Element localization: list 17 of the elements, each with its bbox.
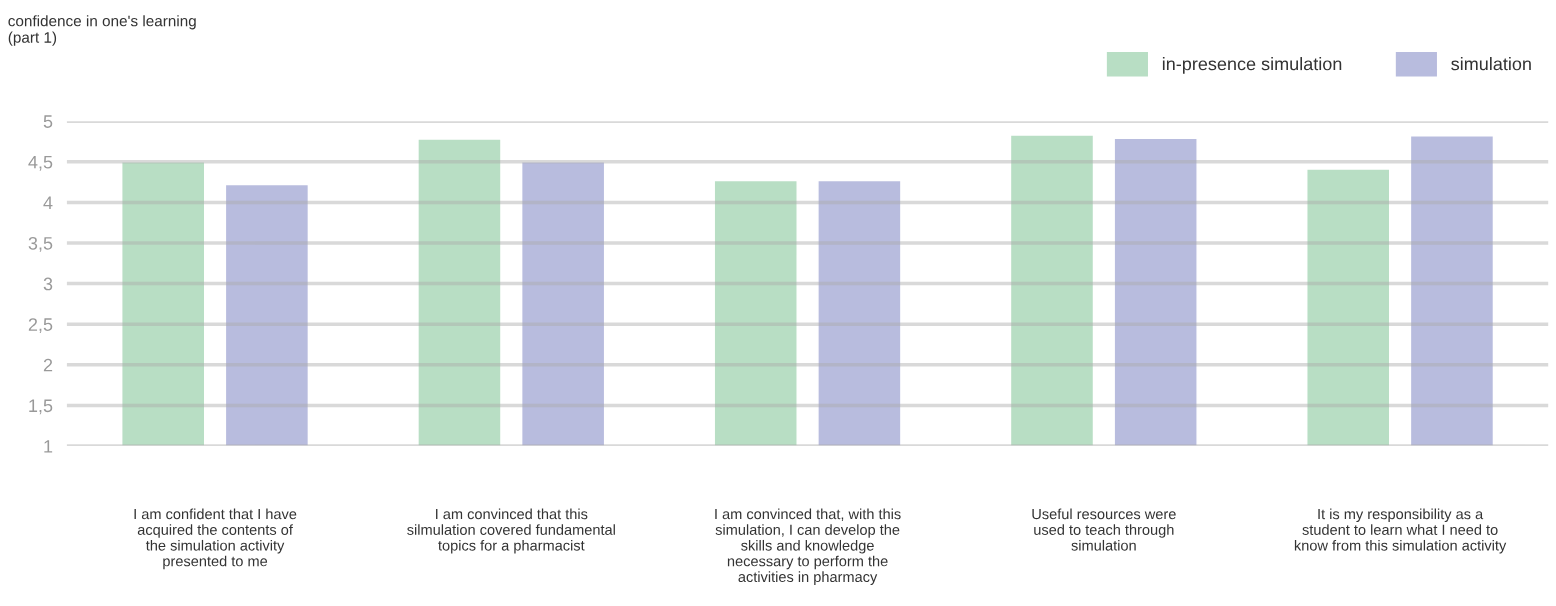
y-tick-label: 5 <box>43 115 53 128</box>
y-tick-label: 3,5 <box>28 236 53 252</box>
chart-title: confidence in one's learning (part 1) <box>8 15 196 46</box>
x-tick-label: I am convinced that, with this simulation, I can develop the skills and knowledge necessary to perform the activities in pharmacy <box>715 508 901 585</box>
y-tick-label: 2,5 <box>28 318 53 334</box>
legend-label: simulation <box>1451 57 1531 71</box>
y-tick-label: 3 <box>43 277 53 291</box>
x-tick-label: It is my responsibility as a student to learn what I need to know from this simulation activity <box>1294 508 1507 554</box>
y-tick-label: 4,5 <box>28 155 53 171</box>
x-tick-label: I am confident that I have acquired the contents of the simulation activity presented to me <box>134 508 297 570</box>
x-tick-label: I am convinced that this silmulation covered fundamental topics for a pharmacist <box>407 508 615 554</box>
y-tick-label: 1,5 <box>29 399 53 415</box>
x-tick-label: Useful resources were used to teach through simulation <box>1032 508 1176 551</box>
legend-label: in-presence simulation <box>1162 57 1342 74</box>
y-tick-label: 2 <box>43 358 53 372</box>
y-tick-label: 4 <box>43 196 53 209</box>
y-tick-label: 1 <box>44 440 53 453</box>
